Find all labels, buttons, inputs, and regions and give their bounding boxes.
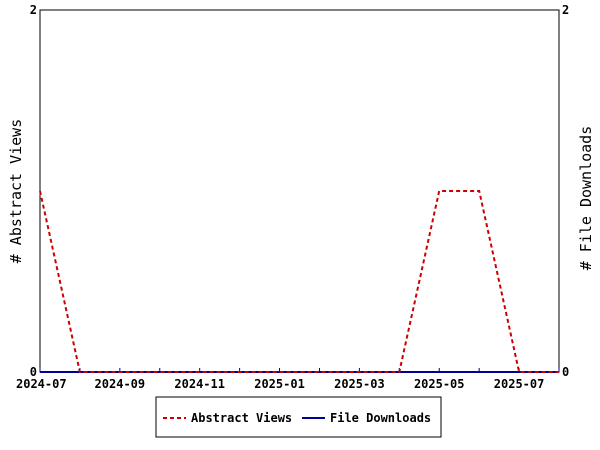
y-axis-label-left: # Abstract Views bbox=[7, 119, 25, 264]
series-line-abstract-views bbox=[39, 190, 559, 373]
x-tick-label-2024-09: 2024-09 bbox=[95, 377, 146, 391]
x-tick-label-2025-01: 2025-01 bbox=[254, 377, 305, 391]
x-tick-label-2025-03: 2025-03 bbox=[334, 377, 385, 391]
legend-box bbox=[155, 396, 442, 438]
y-tick-label-right-0: 0 bbox=[562, 365, 569, 379]
x-tick-label-2025-07: 2025-07 bbox=[494, 377, 545, 391]
x-tick-label-2024-11: 2024-11 bbox=[174, 377, 225, 391]
legend-label-abstract-views: Abstract Views bbox=[191, 411, 292, 425]
legend-label-file-downloads: File Downloads bbox=[330, 411, 431, 425]
y-tick-label-right-2: 2 bbox=[562, 3, 569, 17]
y-axis-label-right: # File Downloads bbox=[577, 126, 595, 271]
label-group: 2024-07 2024-09 2024-11 2025-01 2025-03 2025-… bbox=[16, 3, 569, 391]
x-tick-label-2024-07: 2024-07 bbox=[16, 377, 67, 391]
y-tick-label-left-0: 0 bbox=[30, 365, 37, 379]
legend: Abstract Views File Downloads bbox=[155, 396, 442, 438]
x-tick-label-2025-05: 2025-05 bbox=[414, 377, 465, 391]
plot-area bbox=[39, 9, 560, 373]
y-tick-label-left-2: 2 bbox=[30, 3, 37, 17]
series-layer bbox=[39, 190, 559, 373]
